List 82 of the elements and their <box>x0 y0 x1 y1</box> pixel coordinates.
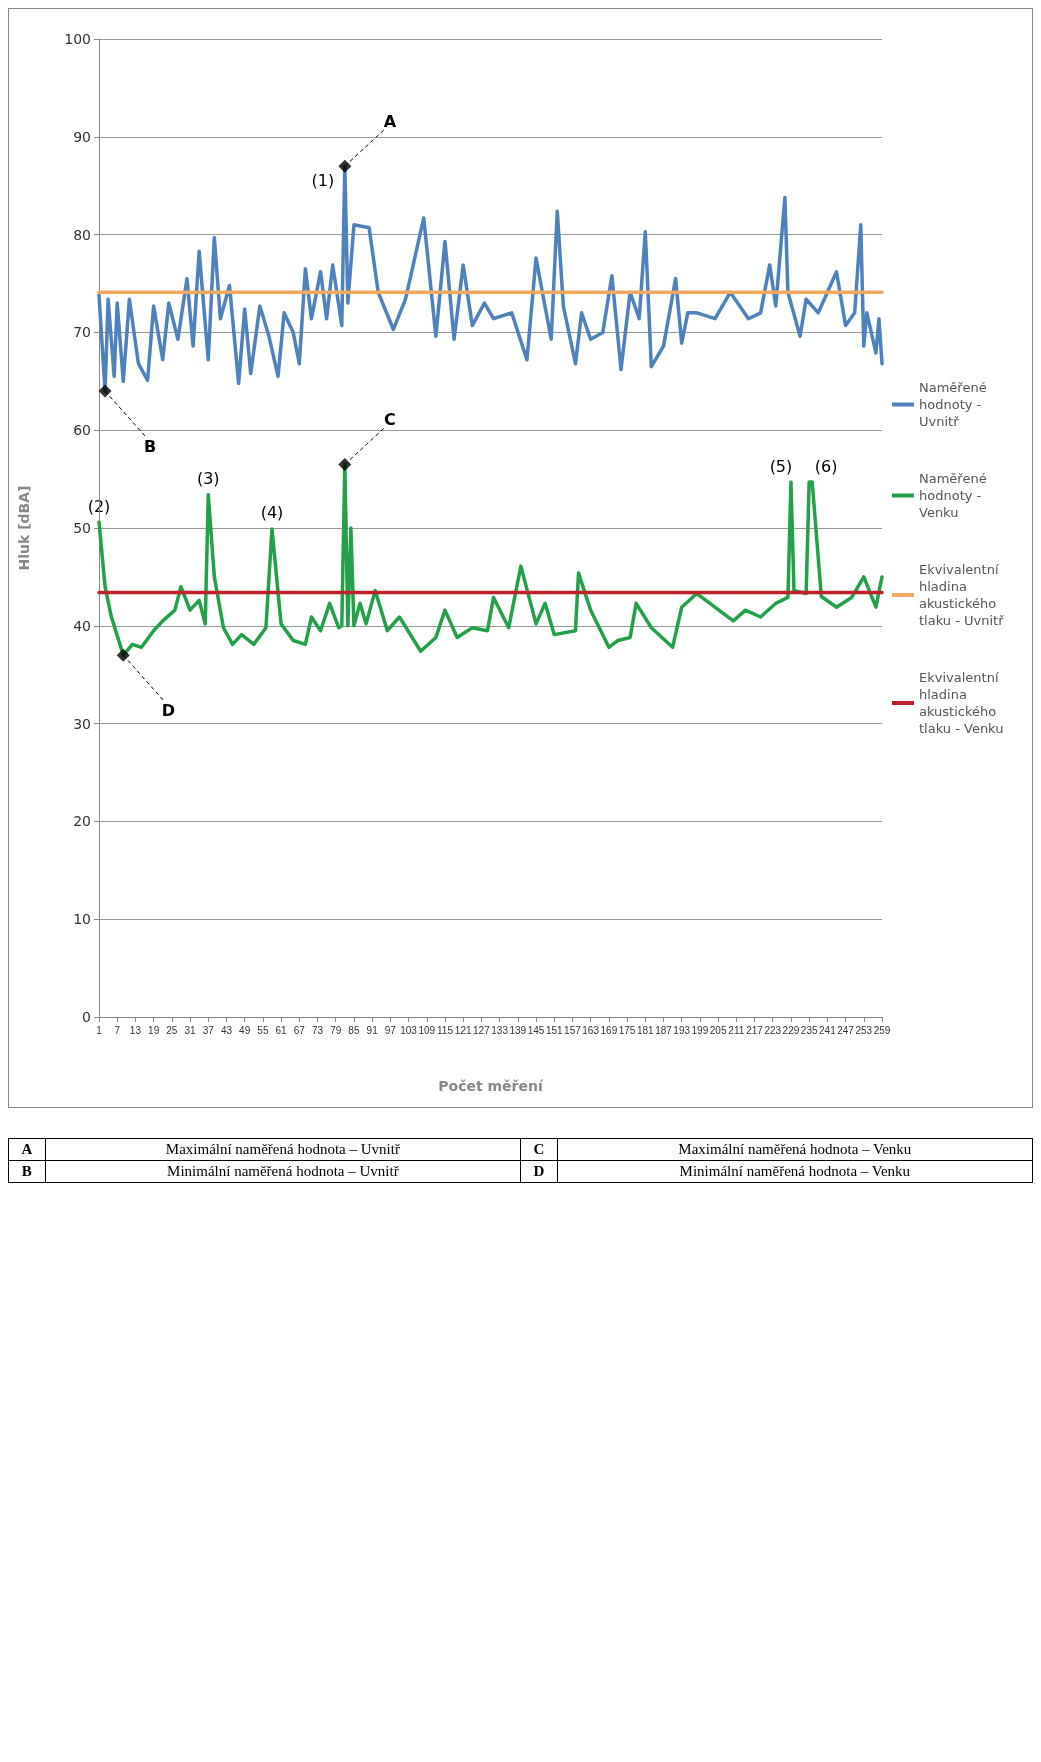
annotation: C <box>383 409 396 429</box>
y-tick-label: 50 <box>73 520 91 536</box>
x-tick-label: 217 <box>746 1024 764 1036</box>
point <box>338 457 352 471</box>
x-tick-label: 157 <box>564 1024 582 1036</box>
legend-label: Naměřené hodnoty - Venku <box>919 471 991 520</box>
x-tick-label: 19 <box>148 1024 160 1036</box>
y-tick-label: 10 <box>73 911 91 928</box>
x-tick-label: 133 <box>491 1024 509 1036</box>
x-tick-label: 49 <box>239 1024 251 1036</box>
y-tick-label: 80 <box>73 226 91 243</box>
x-tick-label: 25 <box>166 1024 178 1036</box>
y-tick-label: 0 <box>82 1009 91 1025</box>
text: Minimální naměřená hodnota – Uvnitř <box>45 1160 521 1183</box>
y-tick-label: 70 <box>73 324 91 341</box>
annotation: (6) <box>814 456 838 476</box>
text: Maximální naměřená hodnota – Uvnitř <box>45 1138 521 1161</box>
x-tick-label: 205 <box>709 1024 727 1036</box>
x-tick-label: 151 <box>545 1024 564 1036</box>
text: C <box>520 1138 558 1161</box>
annotation: A <box>383 111 397 131</box>
x-tick-label: 223 <box>764 1024 782 1036</box>
annotation: D <box>161 700 175 720</box>
point <box>116 648 130 662</box>
x-tick-label: 247 <box>837 1024 855 1036</box>
x-tick-label: 175 <box>618 1024 636 1036</box>
point <box>338 159 352 173</box>
y-tick-label: 30 <box>73 715 91 732</box>
annotation: (3) <box>196 469 220 489</box>
y-tick-label: 90 <box>73 128 91 145</box>
x-tick-label: 211 <box>728 1024 745 1036</box>
x-tick-label: 145 <box>527 1024 545 1036</box>
x-tick-label: 97 <box>384 1024 397 1036</box>
legend-label: Ekvivalentní hladina akustického tlaku - Venku <box>919 670 1004 736</box>
annotation: (1) <box>311 170 335 190</box>
legend-label: Naměřené hodnoty - Uvnitř <box>919 380 991 429</box>
annotation: B <box>143 436 157 456</box>
x-tick-label: 115 <box>437 1024 454 1036</box>
y-axis-title: Hluk [dBA] <box>16 485 32 571</box>
x-tick-label: 169 <box>600 1024 618 1036</box>
x-tick-label: 7 <box>114 1024 121 1036</box>
text: Minimální naměřená hodnota – Venku <box>557 1160 1033 1183</box>
x-tick-label: 193 <box>673 1024 691 1036</box>
x-tick-label: 13 <box>129 1024 142 1036</box>
point <box>98 384 112 398</box>
text: A <box>8 1138 46 1161</box>
x-tick-label: 121 <box>454 1024 472 1036</box>
x-tick-label: 241 <box>819 1024 837 1036</box>
x-tick-label: 61 <box>275 1024 288 1036</box>
annotation: (4) <box>260 503 284 523</box>
x-tick-label: 199 <box>691 1024 709 1036</box>
x-axis-title: Počet měření <box>438 1078 544 1094</box>
x-tick-label: 253 <box>855 1024 873 1036</box>
x-tick-label: 139 <box>509 1024 527 1036</box>
x-tick-label: 235 <box>800 1024 818 1036</box>
text: B <box>8 1160 46 1183</box>
x-tick-label: 85 <box>348 1024 360 1036</box>
y-tick-label: 100 <box>64 31 91 47</box>
x-tick-label: 91 <box>366 1024 379 1036</box>
x-tick-label: 187 <box>655 1024 673 1036</box>
text: Maximální naměřená hodnota – Venku <box>557 1138 1033 1161</box>
text: D <box>520 1160 558 1183</box>
x-tick-label: 229 <box>782 1024 800 1036</box>
x-tick-label: 163 <box>582 1024 600 1036</box>
y-tick-label: 60 <box>73 422 91 439</box>
legend-label: Ekvivalentní hladina akustického tlaku - Uvnitř <box>919 562 1005 628</box>
x-tick-label: 73 <box>311 1024 324 1036</box>
x-tick-label: 103 <box>400 1024 418 1036</box>
x-tick-label: 259 <box>873 1024 891 1036</box>
annotation: (5) <box>769 456 793 476</box>
y-tick-label: 40 <box>73 617 91 634</box>
x-tick-label: 31 <box>184 1024 197 1036</box>
y-tick-label: 20 <box>73 813 91 830</box>
x-tick-label: 55 <box>257 1024 269 1036</box>
x-tick-label: 67 <box>293 1024 306 1036</box>
x-tick-label: 1 <box>96 1024 103 1036</box>
x-tick-label: 181 <box>636 1024 655 1036</box>
x-tick-label: 43 <box>220 1024 233 1036</box>
x-tick-label: 79 <box>330 1024 342 1036</box>
x-tick-label: 109 <box>418 1024 436 1036</box>
x-tick-label: 127 <box>473 1024 491 1036</box>
x-tick-label: 37 <box>202 1024 215 1036</box>
